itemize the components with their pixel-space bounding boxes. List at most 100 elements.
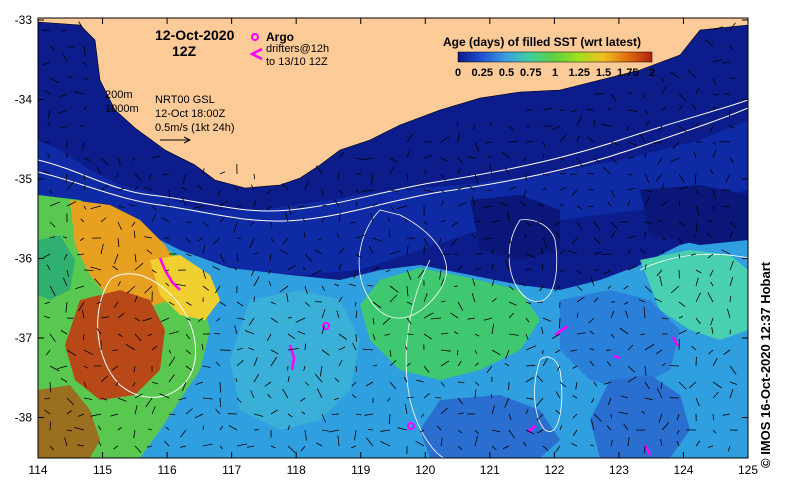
current-arrow [504,167,510,175]
current-arrow [404,217,408,223]
current-arrow [267,394,272,399]
colorbar-tick-label: 0.25 [472,67,493,79]
current-arrow [144,236,153,239]
current-arrow [59,93,68,98]
current-arrow [49,381,52,393]
current-arrow [420,429,425,433]
current-arrow [542,173,549,176]
current-arrow [80,218,85,223]
current-arrow [406,269,412,281]
current-arrow [627,436,630,447]
current-arrow [236,205,243,207]
current-arrow [63,277,68,287]
current-arrow [117,281,121,287]
current-arrow [576,115,582,127]
current-arrow [380,441,391,447]
current-arrow [362,348,374,351]
current-arrow [729,276,734,287]
current-arrow [522,157,527,163]
current-arrow [282,183,289,191]
current-arrow [100,243,104,255]
current-arrow [233,221,238,233]
current-arrow [389,360,397,367]
current-arrow [168,301,175,306]
current-arrow [316,388,323,399]
current-arrow [83,397,93,400]
colorbar-tick-label: 1.75 [617,67,638,79]
current-arrow [180,445,187,448]
current-arrow [661,86,667,95]
current-arrow [729,365,737,375]
sst-blue-south [420,395,560,458]
current-arrow [134,317,140,322]
current-arrow [197,185,204,191]
current-arrow [145,397,153,408]
current-arrow [212,237,221,245]
current-arrow [355,234,365,239]
current-arrow [474,141,480,152]
current-arrow [707,445,714,448]
current-arrow [525,364,536,367]
current-arrow [404,403,408,415]
current-arrow [66,349,77,357]
current-arrow [508,429,516,439]
current-arrow [236,301,244,307]
current-arrow [248,347,255,351]
current-arrow [297,331,306,335]
current-arrow [695,397,700,407]
current-arrows [42,21,738,455]
current-arrow [491,263,494,271]
current-arrow [350,221,357,224]
current-arrow [572,429,578,436]
x-tick-label: 121 [480,463,500,477]
current-arrow [168,349,172,354]
current-arrow [321,429,329,432]
current-arrow [217,189,221,197]
current-arrow [457,157,463,164]
current-arrow [287,376,290,383]
current-arrow [164,440,170,447]
current-arrow [508,140,518,143]
current-arrow [661,362,666,367]
current-arrow [355,189,360,194]
current-arrow [49,201,61,207]
current-arrow [79,237,85,242]
argo-floats [322,322,415,430]
sst-teal-east [640,250,748,340]
current-arrow [332,413,340,415]
current-arrow [659,276,663,287]
current-arrow [440,381,445,387]
colorbar [457,51,653,63]
current-arrow [353,269,357,279]
current-arrow [372,317,375,325]
current-arrow [693,151,697,159]
current-arrow [66,429,73,432]
current-arrow [236,317,245,320]
current-arrow [491,297,497,303]
current-arrow [712,26,723,31]
current-arrow [338,296,343,303]
current-arrow [474,173,479,185]
current-arrow [131,221,136,227]
current-arrow [321,349,330,356]
current-arrow [267,189,272,194]
current-arrow [131,157,136,162]
current-arrow [678,186,689,191]
current-arrow [542,107,553,111]
current-arrow [81,309,85,319]
current-arrow [571,189,578,197]
current-arrow [295,317,306,323]
current-arrow [270,409,278,415]
current-arrow [94,278,102,287]
current-arrow [246,445,255,448]
current-arrow [654,298,663,303]
current-arrow [571,237,578,245]
current-arrow [423,333,432,340]
current-arrow [695,205,700,216]
current-arrow [49,77,60,84]
current-arrow [440,200,444,207]
current-arrow [406,396,414,399]
current-arrow [508,413,512,420]
current-arrow [181,381,187,392]
current-arrow [689,381,697,389]
